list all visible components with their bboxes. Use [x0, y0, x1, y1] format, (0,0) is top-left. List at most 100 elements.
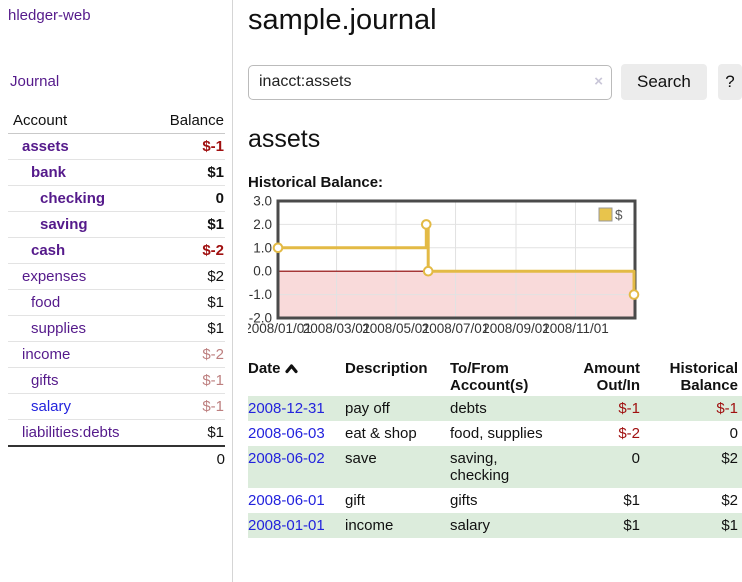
- sidebar-account-link-expenses[interactable]: expenses: [22, 268, 86, 285]
- account-row: food $1: [8, 290, 225, 316]
- x-axis-tick-label: 2008/03/01: [303, 321, 371, 336]
- search-input[interactable]: [248, 65, 612, 100]
- transaction-amount: 0: [560, 446, 644, 488]
- app-title-link[interactable]: hledger-web: [0, 0, 232, 31]
- x-axis-tick-label: 2008/11/01: [542, 321, 609, 336]
- transaction-balance: $1: [644, 513, 742, 538]
- transaction-row: 2008-01-01incomesalary$1$1: [248, 513, 742, 538]
- transaction-row: 2008-06-01giftgifts$1$2: [248, 488, 742, 513]
- sidebar-account-link-cash[interactable]: cash: [31, 242, 65, 259]
- account-row: assets $-1: [8, 134, 225, 160]
- accounts-total-balance: 0: [149, 446, 225, 472]
- account-heading: assets: [248, 125, 742, 154]
- transaction-accounts: food, supplies: [450, 421, 560, 446]
- account-row: salary $-1: [8, 394, 225, 420]
- y-axis-tick-label: 1.0: [253, 240, 272, 255]
- legend-label: $: [615, 208, 623, 223]
- main-content: sample.journal × Search ? assets Histori…: [234, 0, 742, 582]
- account-row: bank $1: [8, 160, 225, 186]
- sidebar-account-link-supplies[interactable]: supplies: [31, 320, 86, 337]
- transaction-date-link[interactable]: 2008-06-03: [248, 425, 325, 442]
- account-balance: $-2: [149, 238, 225, 264]
- transaction-balance: 0: [644, 421, 742, 446]
- account-row: gifts $-1: [8, 368, 225, 394]
- transaction-amount: $-1: [560, 396, 644, 421]
- transaction-description: income: [345, 513, 450, 538]
- register-header-row: Date Description To/From Account(s) Amou…: [248, 358, 742, 396]
- sidebar-account-link-saving[interactable]: saving: [40, 216, 88, 233]
- transaction-balance: $2: [644, 488, 742, 513]
- accounts-header-row: Account Balance: [8, 108, 225, 134]
- sidebar-account-link-bank[interactable]: bank: [31, 164, 66, 181]
- help-button[interactable]: ?: [718, 64, 742, 100]
- register-header-date[interactable]: Date: [248, 358, 345, 396]
- account-balance: $1: [149, 290, 225, 316]
- transaction-balance: $2: [644, 446, 742, 488]
- sort-ascending-icon: [285, 361, 298, 378]
- account-balance: $-1: [149, 134, 225, 160]
- sidebar-account-link-income[interactable]: income: [22, 346, 70, 363]
- sidebar-account-link-checking[interactable]: checking: [40, 190, 105, 207]
- transaction-description: save: [345, 446, 450, 488]
- sidebar-account-link-salary[interactable]: salary: [31, 398, 71, 415]
- y-axis-tick-label: 0.0: [253, 264, 272, 279]
- transaction-accounts: salary: [450, 513, 560, 538]
- register-table: Date Description To/From Account(s) Amou…: [248, 358, 742, 538]
- historical-balance-chart: 3.02.01.00.0-1.0-2.02008/01/012008/03/01…: [248, 196, 742, 342]
- sidebar-account-link-assets[interactable]: assets: [22, 138, 69, 155]
- legend-swatch: [599, 208, 612, 221]
- account-balance: $2: [149, 264, 225, 290]
- transaction-row: 2008-06-02 savesaving, checking0$2: [248, 446, 742, 488]
- transaction-accounts: saving, checking: [450, 446, 560, 488]
- account-balance: $-1: [149, 394, 225, 420]
- transaction-amount: $1: [560, 488, 644, 513]
- transaction-row: 2008-12-31pay offdebts$-1$-1: [248, 396, 742, 421]
- account-row: cash $-2: [8, 238, 225, 264]
- transaction-description: eat & shop: [345, 421, 450, 446]
- date-header-label: Date: [248, 360, 281, 377]
- sidebar: hledger-web Journal Account Balance asse…: [0, 0, 233, 582]
- register-header-balance: Historical Balance: [644, 358, 742, 396]
- transaction-accounts: gifts: [450, 488, 560, 513]
- account-balance: $1: [149, 316, 225, 342]
- transaction-amount: $1: [560, 513, 644, 538]
- transaction-date-link[interactable]: 2008-06-01: [248, 492, 325, 509]
- account-row: liabilities:debts $1: [8, 420, 225, 447]
- sidebar-item-journal[interactable]: Journal: [10, 73, 232, 90]
- x-axis-tick-label: 2008/05/01: [362, 321, 430, 336]
- chart-canvas: 3.02.01.00.0-1.0-2.02008/01/012008/03/01…: [248, 196, 742, 338]
- spacer: [8, 446, 149, 472]
- search-bar: × Search ?: [248, 64, 742, 100]
- account-balance: $1: [149, 160, 225, 186]
- x-axis-tick-label: 2008/07/01: [422, 321, 490, 336]
- data-point-marker: [630, 290, 639, 299]
- search-button[interactable]: Search: [621, 64, 707, 100]
- transaction-accounts: debts: [450, 396, 560, 421]
- sidebar-account-link-liabilities-debts[interactable]: liabilities:debts: [22, 424, 120, 441]
- y-axis-tick-label: -1.0: [249, 287, 272, 302]
- account-balance: $-1: [149, 368, 225, 394]
- accounts-table-body: assets$-1bank$1checking0saving$1cash$-2e…: [8, 134, 225, 447]
- x-axis-tick-label: 2008/09/01: [482, 321, 550, 336]
- y-axis-tick-label: 2.0: [253, 217, 272, 232]
- accounts-header-account: Account: [8, 108, 149, 134]
- transaction-row: 2008-06-03eat & shopfood, supplies$-20: [248, 421, 742, 446]
- register-table-body: 2008-12-31pay offdebts$-1$-1 2008-06-03 ea…: [248, 396, 742, 538]
- data-point-marker: [274, 244, 283, 253]
- sidebar-account-link-gifts[interactable]: gifts: [31, 372, 59, 389]
- page-title: sample.journal: [248, 4, 742, 37]
- account-balance: $1: [149, 420, 225, 447]
- account-row: supplies $1: [8, 316, 225, 342]
- accounts-total-row: 0: [8, 446, 225, 472]
- sidebar-account-link-food[interactable]: food: [31, 294, 60, 311]
- account-row: income $-2: [8, 342, 225, 368]
- hledger-web-window: hledger-web Journal Account Balance asse…: [0, 0, 742, 582]
- account-row: checking0: [8, 186, 225, 212]
- clear-search-icon[interactable]: ×: [594, 73, 603, 91]
- transaction-date-link[interactable]: 2008-12-31: [248, 400, 325, 417]
- account-balance: $1: [149, 212, 225, 238]
- transaction-date-link[interactable]: 2008-01-01: [248, 517, 325, 534]
- accounts-header-balance: Balance: [149, 108, 225, 134]
- transaction-date-link[interactable]: 2008-06-02: [248, 450, 325, 467]
- account-balance: $-2: [149, 342, 225, 368]
